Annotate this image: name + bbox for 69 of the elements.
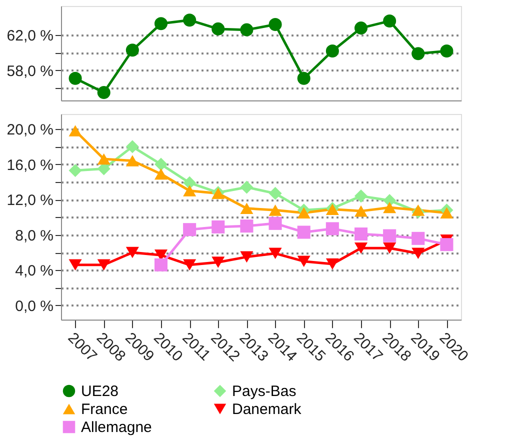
point xyxy=(412,232,425,245)
legend-label: France xyxy=(81,401,128,418)
point xyxy=(268,204,282,216)
legend-label: Allemagne xyxy=(81,419,152,436)
legend-label: UE28 xyxy=(81,383,119,400)
point xyxy=(126,155,139,166)
point xyxy=(183,259,196,271)
point xyxy=(68,164,82,177)
point xyxy=(354,242,368,254)
point xyxy=(154,158,168,171)
point xyxy=(183,14,196,27)
point xyxy=(383,229,396,242)
y-tick-label: 62,0 % xyxy=(6,28,54,45)
point xyxy=(440,238,454,252)
point xyxy=(297,256,310,267)
point xyxy=(440,207,454,218)
point xyxy=(268,186,282,200)
point xyxy=(412,248,425,260)
point xyxy=(183,176,196,190)
point xyxy=(97,86,110,99)
point xyxy=(326,222,339,236)
y-tick-label: 58,0 % xyxy=(6,62,54,80)
point xyxy=(412,47,425,60)
point xyxy=(154,258,168,272)
point xyxy=(326,44,339,58)
point xyxy=(212,220,225,234)
point xyxy=(240,220,254,233)
point xyxy=(240,23,254,36)
point xyxy=(268,18,282,32)
y-tick-label: 4,0 % xyxy=(15,262,54,280)
point xyxy=(240,251,254,263)
point xyxy=(412,204,425,216)
point xyxy=(212,22,225,36)
point xyxy=(183,185,196,196)
point xyxy=(154,17,168,30)
point xyxy=(183,223,196,236)
point xyxy=(297,72,310,85)
point xyxy=(383,14,396,28)
y-tick-label: 0,0 % xyxy=(15,298,54,315)
point xyxy=(326,258,339,270)
point xyxy=(68,125,82,136)
legend-label: Pays-Bas xyxy=(232,383,296,400)
y-tick-label: 12,0 % xyxy=(6,192,54,210)
point xyxy=(297,226,310,239)
point xyxy=(383,242,396,254)
point xyxy=(354,22,368,35)
point xyxy=(97,259,110,271)
point xyxy=(126,140,139,154)
point xyxy=(126,44,139,57)
point xyxy=(297,207,310,218)
point xyxy=(354,227,368,241)
point xyxy=(240,202,254,214)
point xyxy=(154,168,168,180)
point xyxy=(68,72,82,85)
point xyxy=(268,248,282,260)
point xyxy=(212,256,225,268)
y-tick-label: 8,0 % xyxy=(15,227,54,244)
legend-label: Danemark xyxy=(232,401,302,418)
point xyxy=(268,216,282,230)
point xyxy=(440,44,454,58)
y-tick-label: 16,0 % xyxy=(6,156,54,174)
point xyxy=(68,259,82,271)
point xyxy=(126,246,139,258)
point xyxy=(354,190,368,203)
y-tick-label: 20,0 % xyxy=(6,122,54,138)
point xyxy=(240,180,254,194)
point xyxy=(383,202,396,214)
point xyxy=(97,153,110,165)
point xyxy=(354,205,368,217)
